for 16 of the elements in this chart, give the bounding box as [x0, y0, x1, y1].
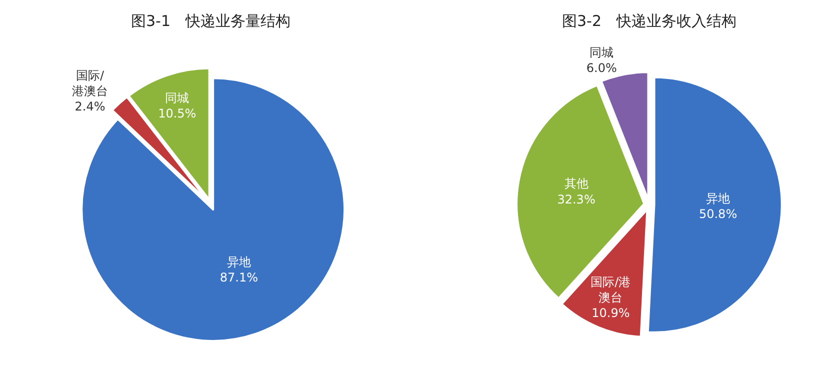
- chart-title: 图3-1 快递业务量结构: [131, 12, 290, 30]
- data-label: 10.5%: [158, 106, 196, 121]
- data-label: 6.0%: [586, 60, 617, 75]
- data-label: 10.9%: [592, 306, 630, 320]
- slice-label: 异地: [226, 255, 251, 270]
- chart-title: 图3-2 快递业务收入结构: [562, 12, 736, 30]
- slice-label: 其他: [564, 176, 588, 191]
- slice-label: 异地: [706, 192, 730, 206]
- slice-label: 国际/港澳台: [590, 275, 631, 305]
- data-label: 32.3%: [557, 192, 596, 206]
- data-label: 2.4%: [74, 99, 106, 114]
- data-label: 50.8%: [698, 207, 738, 222]
- data-label: 87.1%: [220, 270, 258, 285]
- slice-label: 同城: [590, 45, 614, 60]
- slice-label: 同城: [165, 91, 190, 106]
- slice-label: 国际/港澳台: [72, 68, 108, 98]
